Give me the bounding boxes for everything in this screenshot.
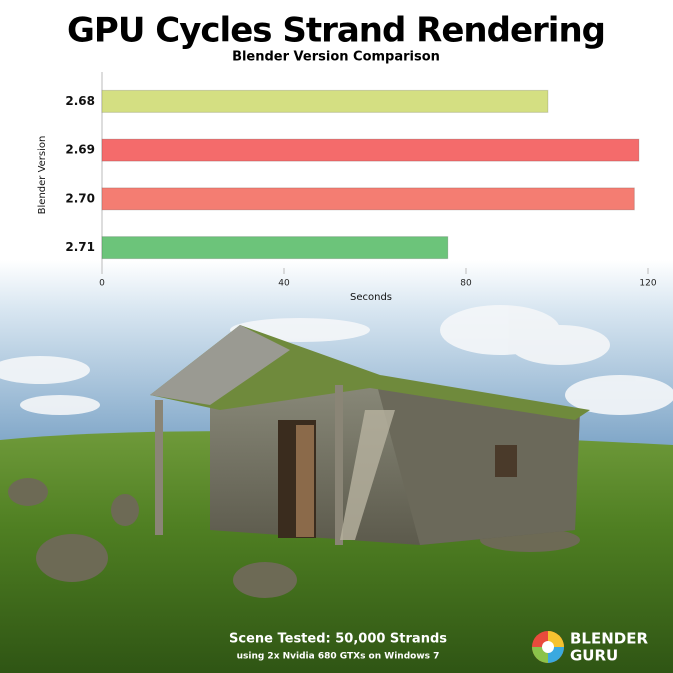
footer-scene: Scene Tested: 50,000 Strands [229, 632, 447, 647]
logo-text: GURU [570, 647, 618, 665]
bar [101, 138, 640, 162]
footer-hardware: using 2x Nvidia 680 GTXs on Windows 7 [237, 652, 440, 662]
y-axis-label: Blender Version [37, 136, 48, 215]
x-tick-label: 40 [278, 279, 290, 289]
y-tick-label: 2.70 [65, 191, 95, 205]
x-tick-label: 0 [99, 279, 105, 289]
logo-icon [532, 631, 564, 663]
chart-title: GPU Cycles Strand Rendering [67, 11, 605, 51]
y-tick-label: 2.71 [65, 240, 95, 254]
x-tick-label: 80 [460, 279, 472, 289]
bar [101, 187, 635, 211]
x-axis-label: Seconds [350, 292, 392, 303]
x-tick-label: 120 [639, 279, 656, 289]
y-tick-label: 2.68 [65, 94, 95, 108]
y-tick-label: 2.69 [65, 143, 95, 157]
cabin [150, 325, 590, 545]
chart-subtitle: Blender Version Comparison [232, 50, 440, 65]
bar [101, 89, 549, 113]
bar [101, 236, 449, 260]
logo-text: BLENDER [570, 630, 648, 648]
